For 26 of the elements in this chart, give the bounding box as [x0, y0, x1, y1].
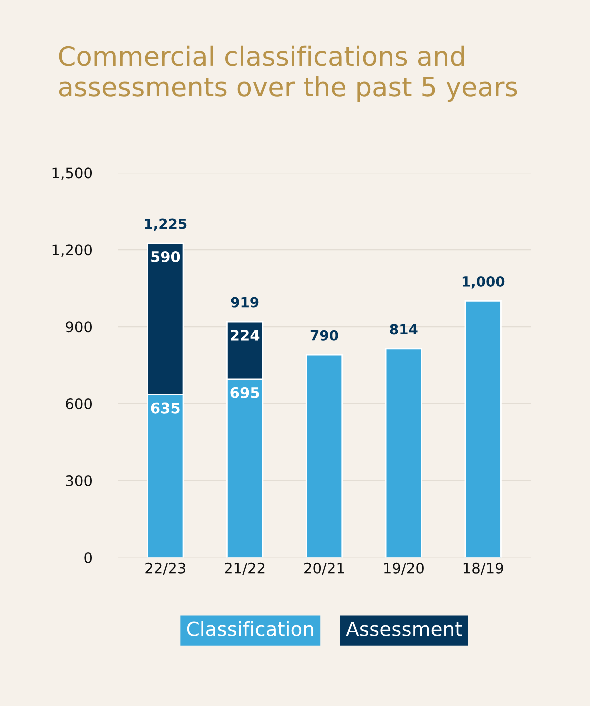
x-tick-label: 20/21	[304, 562, 344, 576]
total-label: 814	[390, 324, 418, 335]
data-label: 695	[230, 387, 260, 398]
x-tick-label: 18/19	[464, 562, 504, 576]
x-tick-label: 22/23	[146, 562, 186, 576]
total-label: 919	[231, 297, 259, 308]
y-tick-label: 900	[66, 322, 92, 333]
total-label: 1,225	[145, 218, 187, 232]
data-label: 590	[152, 251, 180, 262]
bar	[464, 300, 502, 558]
y-tick-label: 1,500	[52, 168, 92, 180]
chart-title: Commercial classifications and assessments over the past 5 years	[59, 46, 518, 102]
total-label: 1,000	[462, 276, 505, 289]
y-tick-label: 0	[84, 552, 92, 564]
text: Assessment	[346, 622, 462, 636]
y-tick-label: 1,200	[52, 244, 92, 258]
y-tick-label: 600	[66, 398, 92, 410]
x-tick-label: 21/22	[225, 562, 265, 576]
bar	[385, 348, 422, 558]
y-tick-label: 300	[66, 476, 92, 487]
x-tick-label: 19/20	[384, 562, 424, 576]
data-label: 635	[151, 402, 180, 414]
data-label: 224	[231, 330, 260, 341]
text: Classification	[187, 621, 314, 636]
total-label: 790	[310, 330, 338, 341]
bar	[306, 354, 344, 558]
